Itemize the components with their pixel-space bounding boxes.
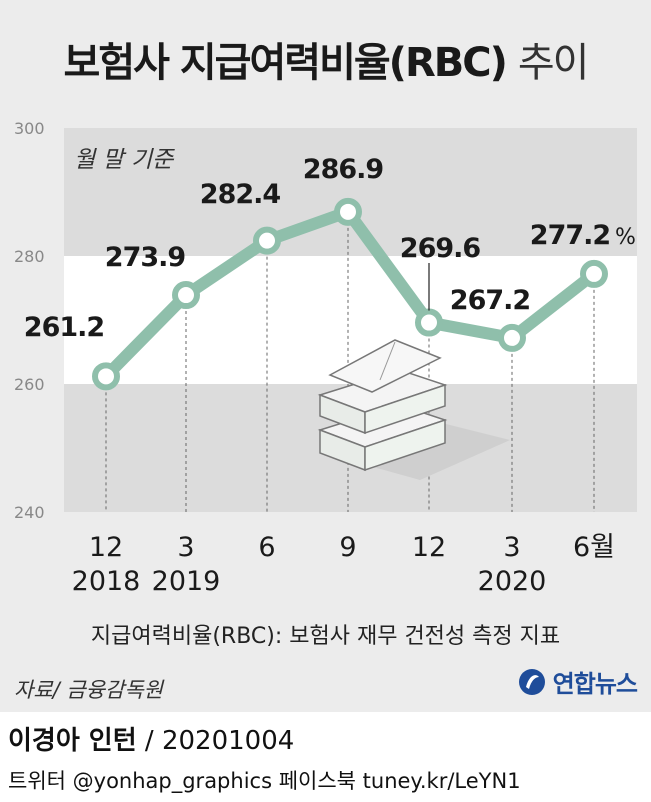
- data-point: [92, 362, 120, 391]
- x-year-label: 2019: [152, 566, 221, 597]
- x-tick-label: 12: [412, 532, 446, 563]
- y-tick-label: 240: [14, 503, 45, 522]
- x-tick-label: 12: [89, 532, 123, 563]
- agency-name: 연합뉴스: [552, 670, 638, 698]
- rbc-definition: 지급여력비율(RBC): 보험사 재무 건전성 측정 지표: [90, 624, 561, 649]
- unit-label: %: [615, 225, 636, 250]
- x-year-label: 2018: [72, 566, 141, 597]
- title-main: 보험사 지급여력비율(RBC): [63, 40, 508, 86]
- data-point: [334, 197, 362, 226]
- y-tick-label: 280: [14, 247, 45, 266]
- data-point: [253, 226, 281, 255]
- data-label: 286.9: [303, 154, 384, 185]
- data-label: 282.4: [200, 179, 281, 210]
- credit-line: 이경아 인턴 / 20201004: [8, 720, 294, 757]
- data-label: 261.2: [24, 312, 104, 343]
- data-point: [498, 323, 526, 352]
- x-tick-label: 9: [339, 532, 356, 563]
- y-tick-label: 300: [14, 119, 45, 138]
- y-tick-label: 260: [14, 375, 45, 394]
- yonhap-logo-icon: [518, 668, 545, 695]
- title-suffix: 추이: [517, 40, 590, 86]
- data-label: 269.6: [400, 233, 481, 264]
- line-chart: 240 260 280 300 261.2 273.9 282.4 286.9 269.6 267…: [14, 119, 637, 597]
- agency-logo: 연합뉴스: [517, 664, 638, 699]
- x-tick-label: 6: [258, 532, 275, 563]
- x-tick-label: 3: [177, 532, 194, 563]
- data-label: 277.2: [530, 220, 610, 251]
- social-links: 트위터 @yonhap_graphics 페이스북 tuney.kr/LeYN1: [8, 769, 521, 793]
- data-label: 273.9: [105, 242, 186, 273]
- credit-separator: /: [144, 726, 154, 756]
- data-point: [415, 308, 443, 337]
- chart-title: 보험사 지급여력비율(RBC) 추이: [0, 30, 651, 88]
- author: 이경아 인턴: [8, 726, 137, 756]
- basis-note: 월 말 기준: [74, 147, 174, 173]
- data-point: [580, 259, 608, 288]
- data-point: [172, 281, 200, 310]
- band-280-300: [64, 128, 637, 256]
- credit-date: 20201004: [161, 726, 295, 756]
- data-label: 267.2: [450, 285, 530, 316]
- x-tick-label: 3: [503, 532, 520, 563]
- data-source: 자료/ 금융감독원: [14, 678, 163, 702]
- x-year-label: 2020: [478, 566, 547, 597]
- x-tick-label: 6월: [573, 532, 615, 563]
- money-bundle-icon: [317, 339, 510, 480]
